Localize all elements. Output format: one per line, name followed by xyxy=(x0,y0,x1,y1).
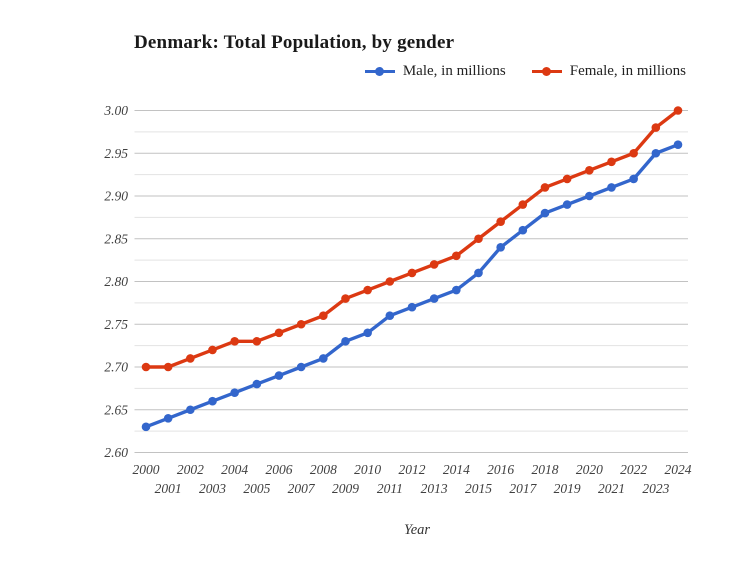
data-point-male-2005[interactable] xyxy=(252,379,262,389)
x-axis-tick-label: 2008 xyxy=(310,462,337,477)
data-point-female-2011[interactable] xyxy=(385,277,395,286)
data-point-male-2004[interactable] xyxy=(230,388,239,397)
data-point-female-2005[interactable] xyxy=(252,337,262,346)
data-point-female-2006[interactable] xyxy=(274,328,284,338)
x-axis-tick-label: 2006 xyxy=(266,462,293,477)
x-axis-tick-label: 2015 xyxy=(465,481,492,496)
data-point-female-2019[interactable] xyxy=(562,174,572,184)
data-point-male-2019[interactable] xyxy=(562,200,572,209)
data-point-male-2022[interactable] xyxy=(629,174,638,184)
y-axis-tick-label: 3.00 xyxy=(103,103,128,118)
y-axis-tick-label: 2.90 xyxy=(104,189,128,204)
y-axis-tick-label: 2.75 xyxy=(104,317,128,332)
data-point-male-2012[interactable] xyxy=(407,302,417,312)
data-point-female-2023[interactable] xyxy=(651,123,661,132)
x-axis-tick-label: 2018 xyxy=(532,462,559,477)
data-point-female-2003[interactable] xyxy=(208,345,217,355)
x-axis-tick-label: 2022 xyxy=(620,462,647,477)
data-point-male-2008[interactable] xyxy=(319,354,328,363)
x-axis-tick-label: 2019 xyxy=(554,481,581,496)
x-axis-tick-label: 2021 xyxy=(598,481,625,496)
male-series-marker-icon xyxy=(364,67,395,76)
series-group xyxy=(141,106,683,432)
x-axis-tick-label: 2000 xyxy=(133,462,160,477)
data-point-male-2002[interactable] xyxy=(186,405,195,415)
x-axis-tick-label: 2017 xyxy=(509,481,537,496)
x-axis-tick-label: 2003 xyxy=(199,481,226,496)
x-axis-tick-label: 2011 xyxy=(377,481,403,496)
data-point-female-2012[interactable] xyxy=(407,268,417,278)
x-axis-tick-label: 2020 xyxy=(576,462,603,477)
female-series-marker-icon xyxy=(531,67,562,76)
chart-title: Denmark: Total Population, by gender xyxy=(134,32,455,53)
data-point-male-2006[interactable] xyxy=(274,371,284,380)
data-point-male-2003[interactable] xyxy=(208,396,217,406)
legend-item-male[interactable]: Male, in millions xyxy=(364,63,506,80)
data-point-female-2024[interactable] xyxy=(673,106,683,115)
data-point-female-2020[interactable] xyxy=(585,166,594,175)
data-point-female-2022[interactable] xyxy=(629,148,638,158)
data-point-female-2018[interactable] xyxy=(540,183,550,192)
x-axis-tick-label: 2002 xyxy=(177,462,204,477)
x-axis-tick-label: 2004 xyxy=(221,462,248,477)
data-point-male-2016[interactable] xyxy=(496,243,505,252)
data-point-female-2009[interactable] xyxy=(341,294,350,303)
data-point-male-2017[interactable] xyxy=(518,225,528,235)
data-point-male-2007[interactable] xyxy=(296,362,306,372)
data-point-female-2007[interactable] xyxy=(296,319,306,329)
data-point-male-2009[interactable] xyxy=(341,337,350,346)
data-point-male-2010[interactable] xyxy=(363,328,372,338)
y-axis-tick-label: 2.65 xyxy=(104,402,128,417)
chart-legend: Male, in millions Female, in millions xyxy=(364,63,686,80)
data-point-female-2017[interactable] xyxy=(518,200,528,209)
data-point-male-2024[interactable] xyxy=(673,140,683,149)
data-point-male-2001[interactable] xyxy=(163,414,173,423)
x-axis-tick-label: 2009 xyxy=(332,481,359,496)
data-point-female-2004[interactable] xyxy=(230,337,239,346)
y-axis-tick-label: 2.85 xyxy=(104,231,128,246)
data-point-female-2010[interactable] xyxy=(363,285,372,295)
x-axis-tick-label: 2012 xyxy=(399,462,426,477)
x-axis-tick-label: 2007 xyxy=(288,481,316,496)
data-point-male-2023[interactable] xyxy=(651,148,661,158)
series-line-male xyxy=(144,142,680,429)
x-axis-tick-label: 2014 xyxy=(443,462,470,477)
data-point-female-2002[interactable] xyxy=(186,354,195,363)
y-axis-tick-label: 2.80 xyxy=(104,274,128,289)
x-axis-tick-label: 2024 xyxy=(665,462,692,477)
data-point-male-2000[interactable] xyxy=(141,422,151,432)
x-axis-tick-label: 2023 xyxy=(642,481,669,496)
x-axis-tick-label: 2013 xyxy=(421,481,448,496)
gridlines-group xyxy=(134,110,688,453)
legend-label-male: Male, in millions xyxy=(402,63,506,79)
data-point-male-2018[interactable] xyxy=(540,208,550,218)
data-point-female-2015[interactable] xyxy=(474,234,483,244)
legend-item-female[interactable]: Female, in millions xyxy=(531,63,686,80)
data-point-male-2020[interactable] xyxy=(585,191,594,201)
data-point-female-2016[interactable] xyxy=(496,217,505,226)
y-axis-tick-label: 2.60 xyxy=(104,445,128,460)
x-axis-tick-label: 2001 xyxy=(155,481,182,496)
x-axis-tick-label: 2005 xyxy=(243,481,270,496)
y-axis-tick-label: 2.70 xyxy=(104,360,128,375)
legend-label-female: Female, in millions xyxy=(569,63,686,79)
data-point-female-2021[interactable] xyxy=(607,157,616,167)
data-point-male-2011[interactable] xyxy=(385,311,395,321)
data-point-male-2021[interactable] xyxy=(607,183,616,192)
data-point-male-2013[interactable] xyxy=(429,294,439,303)
y-axis-tick-label: 2.95 xyxy=(104,146,128,161)
x-axis-tick-label: 2016 xyxy=(487,462,514,477)
x-axis-tick-labels: 2000 2001 2002 2003 2004 2005 2006 2007 2008 2009… xyxy=(133,462,692,496)
data-point-female-2000[interactable] xyxy=(141,362,151,372)
x-axis-tick-label: 2010 xyxy=(354,462,381,477)
data-point-female-2001[interactable] xyxy=(163,362,173,372)
data-point-male-2014[interactable] xyxy=(452,285,461,295)
data-point-female-2014[interactable] xyxy=(452,251,461,261)
data-point-female-2013[interactable] xyxy=(429,260,439,269)
y-axis-tick-labels: 2.60 2.65 2.70 2.75 2.80 2.85 2.90 2.95 3.00 xyxy=(103,103,128,460)
data-point-male-2015[interactable] xyxy=(474,268,483,278)
data-point-female-2008[interactable] xyxy=(319,311,328,321)
